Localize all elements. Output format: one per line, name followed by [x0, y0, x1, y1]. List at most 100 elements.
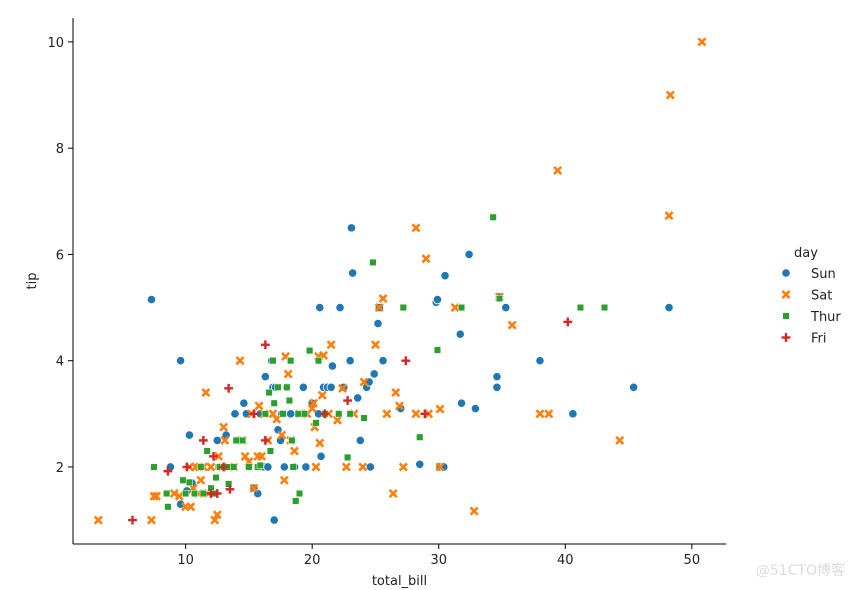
data-point-thur: [295, 489, 304, 498]
data-point-sat: [394, 401, 405, 411]
data-point-sun: [175, 356, 186, 366]
data-point-thur: [433, 346, 442, 354]
data-point-sat: [398, 462, 408, 472]
data-point-thur: [289, 463, 297, 471]
data-point-sun: [212, 435, 222, 445]
data-point-sun: [440, 271, 450, 281]
data-point-fri: [563, 317, 573, 327]
data-point-sat: [289, 446, 299, 456]
data-point-thur: [283, 383, 291, 391]
data-point-sat: [249, 483, 259, 493]
data-point-sun: [301, 462, 311, 472]
data-point-sat: [358, 462, 368, 472]
data-point-sun: [456, 398, 467, 408]
x-tick-label: 50: [684, 553, 701, 568]
data-point-sat: [391, 388, 401, 398]
data-point-fri: [225, 484, 235, 494]
data-point-sat: [272, 414, 282, 424]
x-tick-label: 20: [304, 553, 321, 568]
data-point-sat: [615, 435, 625, 445]
data-point-sun: [239, 398, 249, 408]
data-point-sat: [220, 435, 230, 445]
data-point-sat: [254, 401, 264, 411]
data-point-sun: [230, 409, 240, 419]
data-point-sat: [378, 294, 388, 304]
data-point-thur: [457, 304, 466, 312]
legend-label-fri: Fri: [811, 332, 827, 347]
data-point-thur: [269, 357, 277, 365]
y-axis-label: tip: [25, 273, 40, 290]
data-point-thur: [344, 453, 352, 461]
data-point-sat: [507, 320, 517, 330]
data-point-sat: [206, 462, 216, 472]
data-point-sun: [348, 268, 358, 278]
data-point-thur: [600, 304, 609, 312]
data-point-thur: [179, 476, 187, 484]
data-point-sun: [316, 451, 326, 461]
data-point-sat: [283, 369, 293, 379]
data-point-fri: [212, 489, 222, 498]
data-point-sun: [326, 382, 336, 392]
data-point-thur: [225, 480, 233, 488]
data-point-sat: [308, 398, 318, 408]
data-point-sat: [201, 388, 211, 398]
data-point-sat: [326, 340, 336, 350]
data-point-thur: [576, 304, 585, 312]
data-point-sat: [311, 462, 321, 472]
data-point-thur: [314, 357, 323, 365]
data-point-fri: [260, 435, 270, 445]
data-point-sat: [277, 430, 287, 440]
data-point-fri: [343, 396, 353, 405]
data-point-fri: [249, 409, 259, 419]
data-point-sun: [535, 356, 545, 366]
data-points: [93, 37, 707, 525]
data-point-sat: [370, 340, 380, 350]
data-point-sun: [327, 361, 338, 371]
data-point-thur: [288, 436, 296, 444]
x-tick-label: 40: [557, 553, 574, 568]
data-point-thur: [279, 410, 287, 418]
data-point-sun: [415, 459, 425, 469]
data-point-sun: [492, 382, 502, 392]
data-point-sat: [435, 404, 445, 414]
data-point-sat: [332, 415, 343, 425]
legend-marker-sun: [781, 268, 791, 278]
data-point-sat: [553, 165, 563, 176]
data-point-fri: [320, 409, 330, 419]
data-point-sun: [369, 369, 379, 379]
data-point-thur: [287, 357, 295, 365]
data-point-sat: [315, 438, 325, 448]
data-point-sun: [568, 409, 578, 419]
data-point-sat: [665, 90, 675, 100]
data-point-sat: [544, 409, 554, 419]
data-point-fri: [128, 515, 137, 525]
data-point-thur: [292, 497, 300, 505]
data-point-thur: [164, 503, 172, 511]
data-point-thur: [212, 474, 220, 482]
data-point-thur: [270, 399, 278, 407]
data-point-sat: [174, 491, 184, 501]
data-point-sat: [374, 303, 384, 313]
data-point-thur: [239, 436, 247, 444]
y-tick-label: 10: [47, 36, 64, 51]
data-point-sat: [450, 303, 460, 313]
data-point-fri: [182, 462, 192, 472]
data-point-thur: [265, 389, 273, 397]
y-tick-label: 6: [56, 248, 64, 263]
data-point-thur: [230, 463, 238, 471]
data-point-thur: [489, 213, 497, 221]
data-point-sun: [355, 435, 365, 445]
legend-label-sat: Sat: [811, 289, 832, 304]
data-point-thur: [163, 489, 171, 498]
data-point-sun: [432, 294, 443, 305]
data-point-sun: [470, 403, 481, 414]
x-tick-label: 10: [177, 553, 194, 568]
data-point-sat: [317, 390, 327, 400]
data-point-sun: [629, 382, 639, 392]
data-point-sun: [286, 409, 296, 419]
data-point-sun: [263, 462, 273, 472]
data-point-thur: [245, 463, 253, 471]
legend-title: day: [794, 246, 818, 261]
data-point-sat: [93, 515, 103, 525]
data-point-thur: [285, 396, 293, 405]
